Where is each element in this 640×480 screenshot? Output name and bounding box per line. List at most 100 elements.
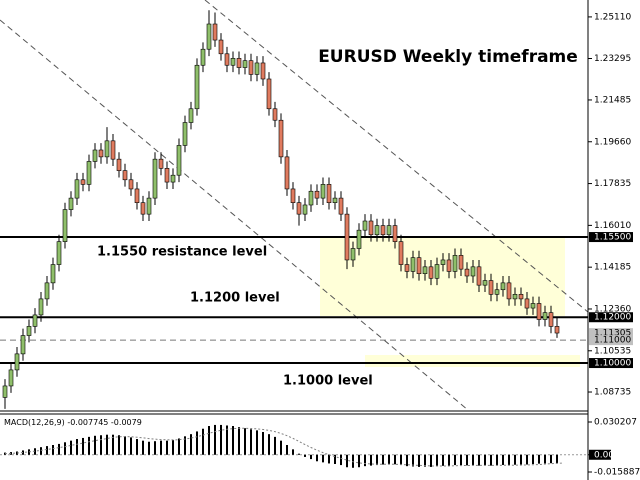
candle-body — [374, 225, 380, 236]
macd-panel — [0, 424, 588, 468]
candle-body — [152, 158, 158, 199]
macd-bar — [358, 454, 360, 468]
candle-body — [512, 294, 518, 300]
y-tick-label: 1.21485 — [594, 95, 631, 105]
candle-body — [236, 58, 242, 68]
candle-body — [164, 168, 170, 183]
candle-body — [350, 248, 356, 261]
level-label: 1.12000 — [594, 313, 631, 323]
candle-body — [134, 188, 140, 203]
candle-body — [218, 39, 224, 55]
candle-body — [212, 23, 218, 41]
macd-bar — [238, 427, 240, 455]
y-tick-label: 1.23295 — [594, 54, 631, 64]
candle-body — [362, 220, 368, 231]
macd-bar — [76, 439, 78, 455]
macd-bar — [106, 434, 108, 455]
candle-body — [224, 53, 230, 66]
candle-body — [2, 385, 8, 398]
macd-bar — [202, 428, 204, 455]
highlight-zone — [320, 237, 565, 316]
candle-body — [74, 179, 80, 199]
candle-body — [266, 78, 272, 110]
candle-body — [86, 161, 92, 185]
macd-bar — [334, 454, 336, 464]
trend-line — [204, 0, 589, 313]
macd-bar — [100, 435, 102, 455]
candle-body — [458, 255, 464, 270]
macd-bar — [214, 424, 216, 455]
level-label: 1.11000 — [594, 336, 631, 346]
macd-bar — [184, 436, 186, 455]
candle-body — [8, 369, 14, 387]
macd-bar — [130, 437, 132, 455]
macd-bar — [556, 454, 558, 464]
macd-bar — [382, 454, 384, 465]
macd-bar — [226, 425, 228, 455]
macd-bar — [112, 434, 114, 455]
candle-body — [518, 294, 524, 300]
level-label: 1.10000 — [594, 359, 631, 369]
level-label-bg — [589, 232, 633, 243]
macd-bar — [544, 454, 546, 464]
candle-body — [170, 174, 176, 183]
macd-bar — [508, 454, 510, 466]
candle-body — [296, 202, 302, 215]
candle-body — [92, 149, 98, 162]
annotation: 1.1550 resistance level — [97, 245, 267, 260]
candle-body — [158, 158, 164, 169]
candle-body — [524, 298, 530, 309]
macd-bar — [532, 454, 534, 464]
y-tick-label: 0.00 — [594, 450, 614, 460]
level-label-bg — [589, 358, 633, 369]
macd-bar — [178, 438, 180, 455]
macd-bar — [520, 454, 522, 465]
macd-bar — [232, 426, 234, 455]
macd-bar — [118, 435, 120, 455]
macd-bar — [220, 424, 222, 455]
candle-body — [488, 280, 494, 295]
candle-body — [548, 312, 554, 327]
candle-body — [308, 190, 314, 206]
candle-body — [500, 282, 506, 291]
macd-bar — [364, 454, 366, 467]
candle-body — [14, 353, 20, 371]
macd-bar — [64, 442, 66, 455]
candle-body — [146, 197, 152, 215]
candle-body — [428, 266, 434, 279]
candle-body — [254, 62, 260, 75]
candle-body — [50, 264, 56, 284]
macd-bar — [316, 454, 318, 462]
macd-bar — [388, 454, 390, 464]
macd-bar — [322, 454, 324, 463]
macd-bar — [274, 436, 276, 455]
candle-body — [422, 266, 428, 275]
candle-body — [248, 60, 254, 75]
macd-bar — [292, 449, 294, 455]
macd-bar — [10, 452, 12, 455]
macd-bar — [310, 454, 312, 460]
macd-bar — [160, 440, 162, 455]
macd-bar — [46, 446, 48, 455]
candle-body — [380, 225, 386, 236]
candle-body — [314, 190, 320, 199]
macd-bar — [94, 435, 96, 455]
macd-bar — [340, 454, 342, 466]
macd-bar — [52, 445, 54, 455]
highlight-zone — [365, 355, 580, 367]
candle-body — [230, 58, 236, 66]
macd-bar — [496, 454, 498, 466]
macd-bar — [250, 429, 252, 455]
level-label: 1.15500 — [594, 233, 631, 243]
macd-bar — [376, 454, 378, 466]
macd-bar — [70, 440, 72, 455]
candle-body — [68, 197, 74, 210]
y-tick-label: 1.14185 — [594, 263, 631, 273]
candle-body — [392, 225, 398, 242]
macd-bar — [142, 440, 144, 455]
macd-bar — [460, 454, 462, 466]
candle-body — [344, 213, 350, 261]
candle-body — [398, 241, 404, 265]
macd-bar — [196, 431, 198, 455]
candle-body — [302, 204, 308, 215]
